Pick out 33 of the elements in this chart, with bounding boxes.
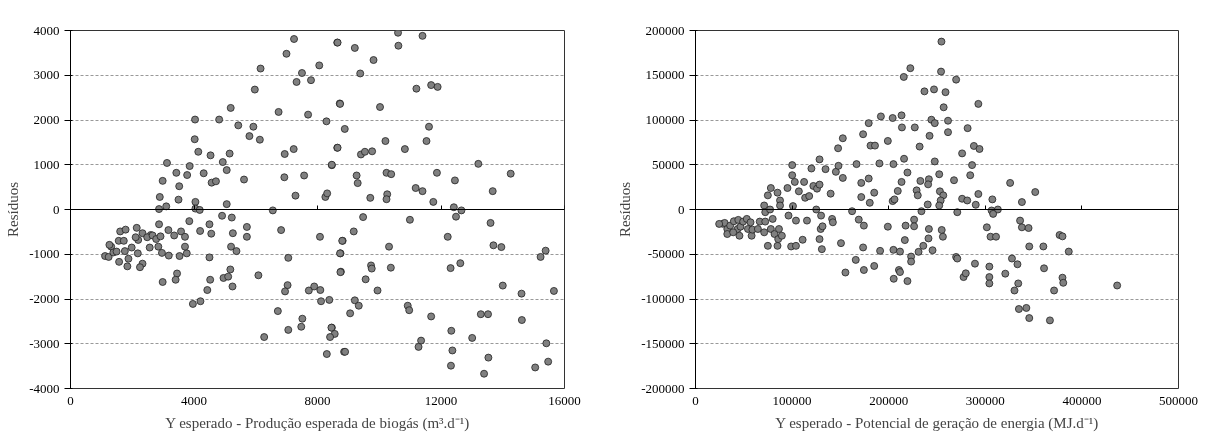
y-tick-label: -200000 (641, 380, 685, 396)
x-tick-label: 0 (692, 392, 699, 408)
y-tick-label: 50000 (652, 156, 685, 172)
x-tick-label: 200000 (869, 392, 909, 408)
x-tick-label: 16000 (548, 392, 581, 408)
y-tick-label: 200000 (645, 22, 685, 38)
y-tick-label: -2000 (29, 291, 60, 306)
x-tick-label: 12000 (424, 392, 458, 408)
y-axis-title: Resíduos (5, 181, 22, 237)
x-axis-title: Y esperado - Potencial de geração de energia (MJ.d⁻¹) (775, 414, 1099, 432)
x-tick-label: 0 (67, 392, 74, 408)
y-tick-label: 2000 (33, 112, 60, 127)
y-tick-label: -3000 (29, 335, 60, 351)
y-tick-label: 4000 (33, 22, 60, 38)
y-tick-label: -150000 (641, 335, 685, 351)
y-tick-label: 0 (53, 201, 60, 217)
y-tick-label: -4000 (29, 380, 60, 396)
y-tick-label: -50000 (647, 246, 685, 262)
y-axis-title: Resíduos (617, 181, 634, 237)
x-tick-label: 400000 (1062, 392, 1102, 408)
y-tick-label: 3000 (33, 67, 60, 83)
x-tick-label: 300000 (965, 392, 1005, 408)
y-tick-label: 0 (678, 201, 685, 217)
x-axis-title: Y esperado - Produção esperada de biogás (m³.d⁻¹) (165, 414, 470, 432)
x-tick-label: 500000 (1159, 392, 1198, 408)
y-tick-label: -100000 (641, 291, 685, 306)
x-tick-label: 4000 (181, 392, 207, 408)
x-tick-label: 8000 (304, 392, 331, 408)
y-tick-label: 1000 (33, 156, 60, 172)
y-tick-label: -1000 (29, 246, 60, 262)
y-tick-label: 100000 (645, 112, 685, 127)
y-tick-label: 150000 (645, 67, 685, 83)
x-tick-label: 100000 (772, 392, 812, 408)
